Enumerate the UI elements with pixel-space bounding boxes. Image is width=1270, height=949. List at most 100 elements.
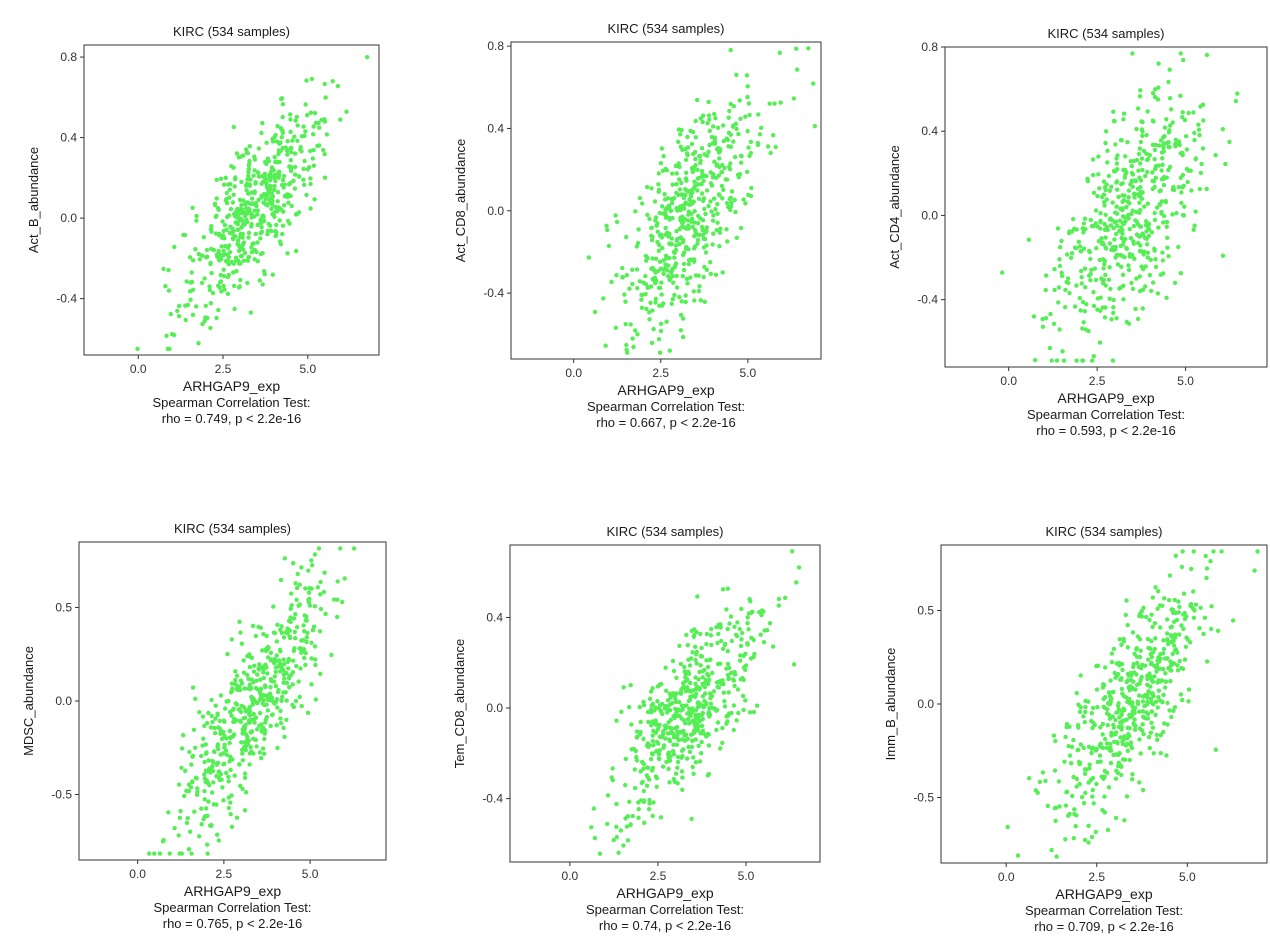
data-point — [650, 738, 655, 744]
data-point — [1120, 231, 1125, 236]
data-point — [190, 753, 196, 759]
data-point — [1119, 772, 1124, 778]
data-point — [1180, 172, 1186, 178]
data-point — [1090, 705, 1096, 711]
data-point — [1096, 154, 1101, 159]
data-point — [640, 201, 645, 206]
data-point — [216, 307, 221, 313]
data-point — [258, 692, 263, 697]
data-point — [1111, 646, 1117, 652]
data-point — [235, 213, 240, 218]
data-point — [292, 186, 298, 191]
data-point — [812, 124, 817, 129]
plot-frame — [83, 44, 380, 356]
data-point — [311, 163, 317, 168]
data-point — [233, 175, 238, 180]
data-point — [237, 197, 243, 202]
data-point — [257, 750, 263, 755]
test-statistic: rho = 0.667, p < 2.2e-16 — [596, 415, 736, 430]
data-point — [1115, 211, 1120, 216]
data-point — [1063, 803, 1069, 808]
data-point — [614, 835, 619, 840]
data-point — [239, 225, 244, 230]
data-point — [1182, 657, 1188, 662]
data-point — [712, 159, 717, 164]
data-point — [1165, 617, 1170, 622]
data-point — [322, 152, 327, 157]
data-point — [1140, 787, 1146, 793]
data-point — [208, 770, 213, 775]
data-point — [707, 117, 712, 122]
data-point — [694, 652, 699, 657]
data-point — [265, 708, 270, 713]
data-point — [724, 177, 730, 182]
data-point — [351, 546, 357, 551]
data-point — [272, 183, 277, 189]
data-point — [1063, 837, 1068, 842]
data-point — [748, 139, 754, 145]
data-point — [1074, 245, 1079, 251]
data-point — [200, 714, 206, 719]
data-point — [1124, 794, 1130, 799]
data-point — [668, 208, 673, 214]
data-point — [1076, 759, 1082, 765]
data-point — [1057, 327, 1062, 332]
data-point — [659, 204, 665, 209]
data-point — [1165, 245, 1170, 250]
data-point — [1128, 740, 1134, 745]
data-point — [650, 765, 656, 771]
data-point — [1083, 709, 1088, 715]
data-point — [686, 744, 691, 750]
data-point — [281, 725, 286, 731]
data-point — [206, 799, 211, 804]
data-point — [630, 267, 635, 272]
data-point — [1081, 246, 1087, 251]
data-point — [609, 279, 614, 285]
data-point — [672, 715, 677, 721]
data-point — [1083, 704, 1088, 710]
data-point — [745, 128, 750, 134]
data-point — [692, 633, 697, 638]
data-point — [677, 242, 682, 247]
data-point — [1204, 566, 1210, 571]
data-point — [684, 703, 689, 708]
data-point — [1045, 803, 1051, 809]
data-point — [1196, 122, 1201, 127]
data-point — [157, 851, 163, 856]
data-point — [691, 771, 696, 776]
data-point — [1114, 156, 1119, 161]
data-point — [1141, 148, 1147, 154]
data-point — [1081, 745, 1086, 751]
data-point — [618, 828, 624, 833]
data-point — [745, 621, 750, 626]
data-point — [674, 675, 679, 680]
data-point — [710, 218, 716, 223]
data-point — [209, 270, 214, 276]
data-point — [1082, 767, 1088, 772]
data-point — [1043, 316, 1049, 321]
data-point — [200, 321, 205, 327]
data-point — [184, 279, 189, 284]
data-point — [280, 114, 285, 120]
data-point — [1191, 589, 1196, 594]
data-point — [704, 641, 709, 647]
data-point — [1097, 186, 1102, 191]
data-point — [279, 135, 284, 140]
data-point — [221, 798, 226, 803]
data-point — [1081, 714, 1086, 719]
y-tick-label: 0.0 — [917, 697, 934, 711]
data-point — [276, 658, 282, 663]
data-point — [226, 213, 232, 218]
data-point — [221, 718, 226, 723]
data-point — [653, 280, 658, 286]
data-point — [1091, 289, 1096, 295]
data-point — [282, 734, 287, 739]
data-point — [1145, 201, 1151, 206]
data-point — [1054, 358, 1060, 363]
data-point — [323, 611, 328, 617]
data-point — [772, 101, 777, 106]
data-point — [653, 215, 659, 220]
data-point — [669, 269, 674, 274]
data-point — [285, 192, 290, 197]
data-point — [269, 206, 274, 211]
